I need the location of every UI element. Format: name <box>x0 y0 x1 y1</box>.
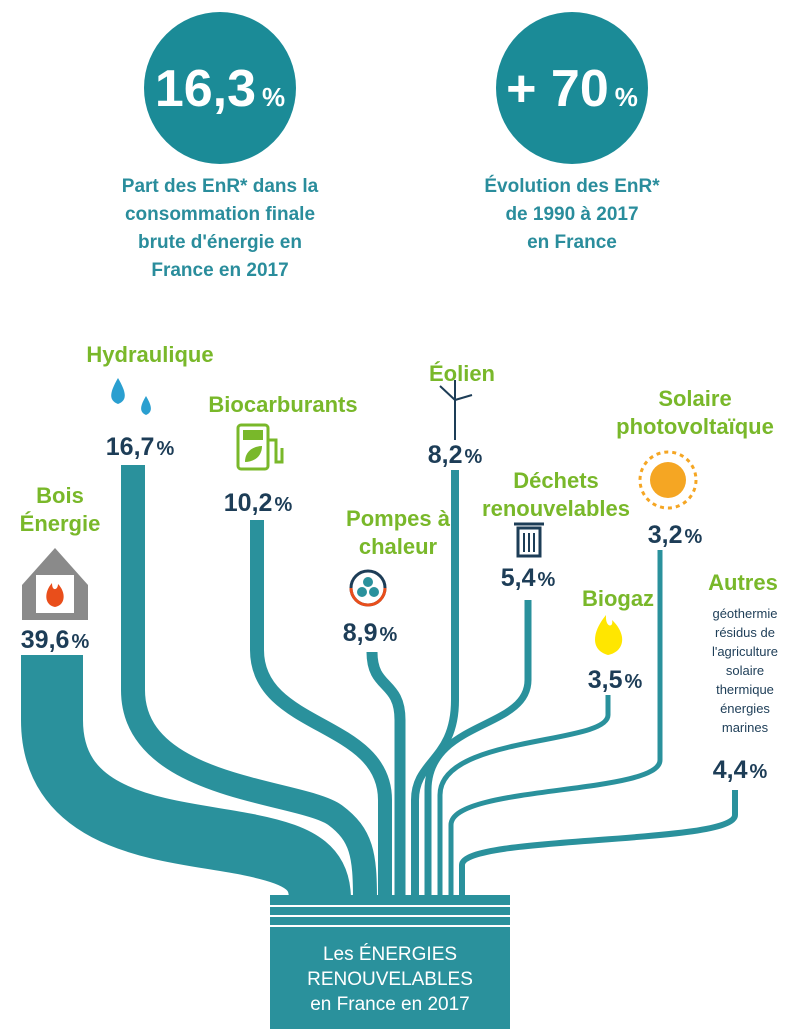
value-unit: % <box>274 494 292 516</box>
source-label: photovoltaïque <box>616 414 774 439</box>
value-number: 3,2 <box>648 521 683 549</box>
source-label: chaleur <box>359 534 438 559</box>
source-label: Pompes à <box>346 506 451 531</box>
source-value: 3,5% <box>588 666 643 694</box>
value-number: 16,7 <box>106 433 155 461</box>
value-unit: % <box>156 438 174 460</box>
value-number: 8,2 <box>428 441 463 469</box>
stat-caption: Part des EnR* dans la <box>122 176 319 197</box>
source-detail: énergies <box>720 701 770 716</box>
value-unit: % <box>71 631 89 653</box>
stat-value: 16,3% <box>155 60 285 118</box>
source-label: renouvelables <box>482 496 630 521</box>
stat-caption: brute d'énergie en <box>138 232 302 253</box>
stat-value: + 70% <box>506 60 638 118</box>
value-number: 39,6 <box>21 626 70 654</box>
stat-caption: de 1990 à 2017 <box>505 204 638 225</box>
source-value: 8,2% <box>428 441 483 469</box>
stat-circle <box>144 12 296 164</box>
stat-caption: consommation finale <box>125 204 315 225</box>
icons <box>22 378 698 655</box>
source-label: Biocarburants <box>208 392 357 417</box>
source-value: 16,7% <box>106 433 175 461</box>
value-number: 5,4 <box>501 564 536 592</box>
source-value: 3,2% <box>648 521 703 549</box>
stat-caption: Évolution des EnR* <box>484 175 660 197</box>
footer-title: RENOUVELABLES <box>307 969 473 990</box>
value-number: 4,4 <box>713 756 748 784</box>
source-label: Biogaz <box>582 586 654 611</box>
stat-caption: France en 2017 <box>151 260 288 281</box>
source-detail: solaire <box>726 663 764 678</box>
source-value: 4,4% <box>713 756 768 784</box>
source-value: 10,2% <box>224 489 293 517</box>
source-value: 39,6% <box>21 626 90 654</box>
stat-circle <box>496 12 648 164</box>
source-label: Éolien <box>429 361 495 386</box>
value-number: 10,2 <box>224 489 273 517</box>
source-label: Déchets <box>513 468 599 493</box>
value-unit: % <box>684 526 702 548</box>
footer-title: en France en 2017 <box>310 994 470 1015</box>
source-label: Énergie <box>20 511 101 536</box>
source-detail: marines <box>722 720 769 735</box>
footer-title: Les ÉNERGIES <box>323 944 457 965</box>
source-detail: géothermie <box>712 606 777 621</box>
source-label: Hydraulique <box>86 342 213 367</box>
source-label: Solaire <box>658 386 731 411</box>
value-unit: % <box>749 761 767 783</box>
value-number: 8,9 <box>343 619 378 647</box>
value-number: 3,5 <box>588 666 623 694</box>
source-detail: l'agriculture <box>712 644 778 659</box>
stat-caption: en France <box>527 232 617 253</box>
source-value: 8,9% <box>343 619 398 647</box>
value-unit: % <box>624 671 642 693</box>
value-unit: % <box>379 624 397 646</box>
source-label: Autres <box>708 570 778 595</box>
value-unit: % <box>464 446 482 468</box>
source-detail: thermique <box>716 682 774 697</box>
flows <box>21 465 738 1029</box>
source-label: Bois <box>36 483 84 508</box>
value-unit: % <box>537 569 555 591</box>
source-value: 5,4% <box>501 564 556 592</box>
source-detail: résidus de <box>715 625 775 640</box>
